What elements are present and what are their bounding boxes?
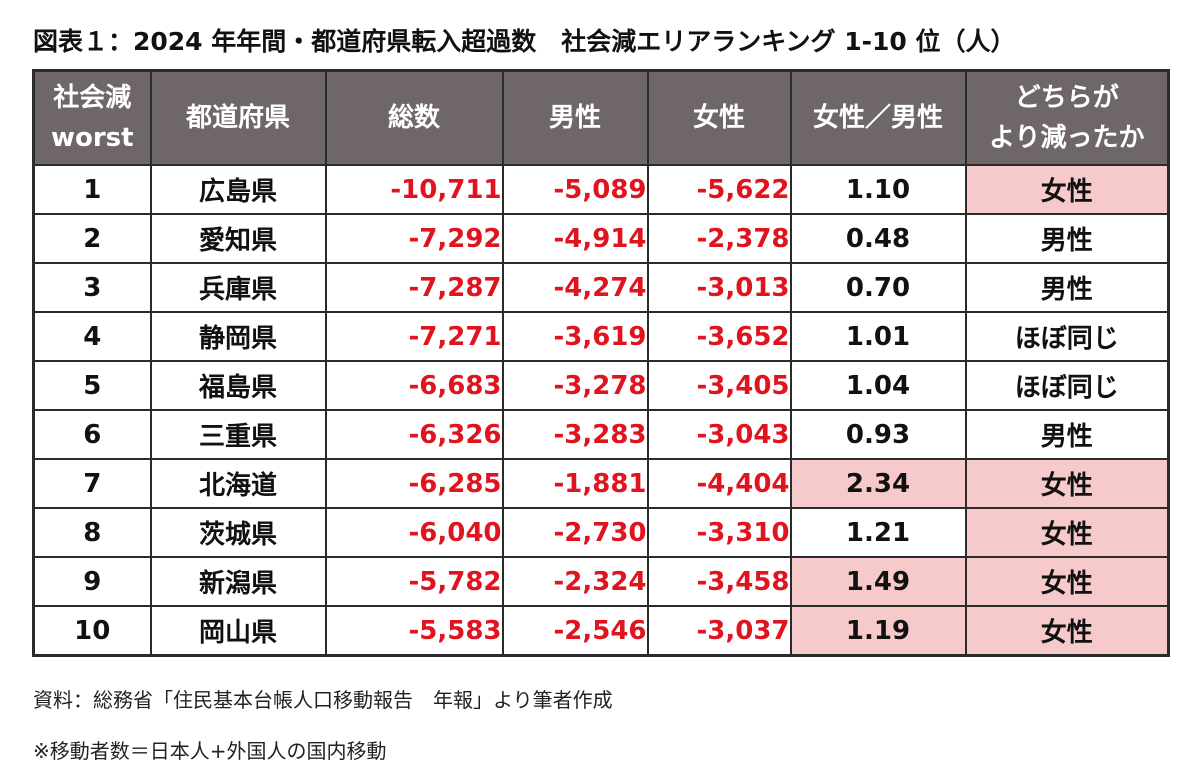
cell-ratio: 0.93 (789, 409, 967, 460)
cell-rank: 7 (32, 458, 152, 509)
cell-male: -4,274 (501, 262, 649, 313)
cell-which: 女性 (964, 507, 1170, 558)
cell-which: 女性 (964, 605, 1170, 657)
cell-total: -6,683 (324, 360, 504, 411)
cell-which: ほぼ同じ (964, 360, 1170, 411)
cell-rank: 4 (32, 311, 152, 362)
cell-which: ほぼ同じ (964, 311, 1170, 362)
header-which: どちらが より減ったか (964, 69, 1170, 166)
cell-rank: 9 (32, 556, 152, 607)
header-which-line2: より減ったか (989, 123, 1145, 153)
cell-female: -3,458 (646, 556, 792, 607)
cell-female: -3,405 (646, 360, 792, 411)
table-row: 8 茨城県 -6,040 -2,730 -3,310 1.21 女性 (32, 507, 1170, 558)
cell-male: -2,324 (501, 556, 649, 607)
cell-prefecture: 北海道 (149, 458, 327, 509)
cell-total: -6,040 (324, 507, 504, 558)
table-header: 社会減 worst 都道府県 総数 男性 女性 女性／男性 どちらが より減った… (32, 69, 1170, 166)
cell-female: -3,310 (646, 507, 792, 558)
cell-prefecture: 新潟県 (149, 556, 327, 607)
cell-female: -3,013 (646, 262, 792, 313)
cell-ratio: 1.04 (789, 360, 967, 411)
cell-male: -4,914 (501, 213, 649, 264)
cell-rank: 5 (32, 360, 152, 411)
cell-ratio: 0.48 (789, 213, 967, 264)
header-female: 女性 (646, 69, 792, 166)
cell-which: 男性 (964, 213, 1170, 264)
cell-male: -2,546 (501, 605, 649, 657)
table-row: 10 岡山県 -5,583 -2,546 -3,037 1.19 女性 (32, 605, 1170, 657)
cell-female: -2,378 (646, 213, 792, 264)
cell-total: -5,782 (324, 556, 504, 607)
header-rank-line2: worst (50, 123, 134, 153)
cell-rank: 1 (32, 164, 152, 215)
table-row: 7 北海道 -6,285 -1,881 -4,404 2.34 女性 (32, 458, 1170, 509)
cell-total: -6,326 (324, 409, 504, 460)
cell-total: -7,292 (324, 213, 504, 264)
cell-rank: 3 (32, 262, 152, 313)
cell-total: -6,285 (324, 458, 504, 509)
cell-which: 男性 (964, 409, 1170, 460)
header-row: 社会減 worst 都道府県 総数 男性 女性 女性／男性 どちらが より減った… (32, 69, 1170, 166)
table-row: 9 新潟県 -5,782 -2,324 -3,458 1.49 女性 (32, 556, 1170, 607)
cell-ratio: 2.34 (789, 458, 967, 509)
cell-ratio: 1.49 (789, 556, 967, 607)
cell-prefecture: 三重県 (149, 409, 327, 460)
cell-female: -4,404 (646, 458, 792, 509)
cell-female: -3,652 (646, 311, 792, 362)
cell-rank: 10 (32, 605, 152, 657)
table-row: 5 福島県 -6,683 -3,278 -3,405 1.04 ほぼ同じ (32, 360, 1170, 411)
cell-male: -3,283 (501, 409, 649, 460)
cell-prefecture: 福島県 (149, 360, 327, 411)
cell-male: -5,089 (501, 164, 649, 215)
table-row: 1 広島県 -10,711 -5,089 -5,622 1.10 女性 (32, 164, 1170, 215)
cell-which: 女性 (964, 556, 1170, 607)
cell-female: -5,622 (646, 164, 792, 215)
cell-total: -5,583 (324, 605, 504, 657)
table-row: 2 愛知県 -7,292 -4,914 -2,378 0.48 男性 (32, 213, 1170, 264)
cell-ratio: 0.70 (789, 262, 967, 313)
cell-which: 男性 (964, 262, 1170, 313)
cell-which: 女性 (964, 458, 1170, 509)
table-row: 4 静岡県 -7,271 -3,619 -3,652 1.01 ほぼ同じ (32, 311, 1170, 362)
cell-female: -3,037 (646, 605, 792, 657)
ranking-table: 社会減 worst 都道府県 総数 男性 女性 女性／男性 どちらが より減った… (32, 69, 1170, 657)
cell-prefecture: 茨城県 (149, 507, 327, 558)
table-title: 図表１：2024 年年間・都道府県転入超過数 社会減エリアランキング 1-10 … (33, 27, 1016, 56)
header-male: 男性 (501, 69, 649, 166)
cell-total: -10,711 (324, 164, 504, 215)
cell-which: 女性 (964, 164, 1170, 215)
cell-prefecture: 岡山県 (149, 605, 327, 657)
header-which-line1: どちらが (1014, 83, 1119, 113)
header-total: 総数 (324, 69, 504, 166)
cell-prefecture: 広島県 (149, 164, 327, 215)
cell-rank: 2 (32, 213, 152, 264)
source-note: 資料：総務省「住民基本台帳人口移動報告 年報」より筆者作成 (33, 688, 613, 712)
header-ratio: 女性／男性 (789, 69, 967, 166)
cell-male: -1,881 (501, 458, 649, 509)
cell-female: -3,043 (646, 409, 792, 460)
table-body: 1 広島県 -10,711 -5,089 -5,622 1.10 女性 2 愛知県 -7,292-… (32, 164, 1170, 657)
table-row: 3 兵庫県 -7,287 -4,274 -3,013 0.70 男性 (32, 262, 1170, 313)
cell-total: -7,271 (324, 311, 504, 362)
cell-male: -3,619 (501, 311, 649, 362)
cell-male: -3,278 (501, 360, 649, 411)
cell-ratio: 1.10 (789, 164, 967, 215)
header-prefecture: 都道府県 (149, 69, 327, 166)
cell-ratio: 1.21 (789, 507, 967, 558)
cell-rank: 6 (32, 409, 152, 460)
cell-rank: 8 (32, 507, 152, 558)
table-row: 6 三重県 -6,326 -3,283 -3,043 0.93 男性 (32, 409, 1170, 460)
cell-prefecture: 愛知県 (149, 213, 327, 264)
cell-male: -2,730 (501, 507, 649, 558)
header-rank-line1: 社会減 (53, 83, 132, 113)
cell-prefecture: 兵庫県 (149, 262, 327, 313)
header-rank: 社会減 worst (32, 69, 152, 166)
cell-ratio: 1.19 (789, 605, 967, 657)
footnote: ※移動者数＝日本人+外国人の国内移動 (33, 739, 387, 763)
cell-prefecture: 静岡県 (149, 311, 327, 362)
cell-total: -7,287 (324, 262, 504, 313)
cell-ratio: 1.01 (789, 311, 967, 362)
